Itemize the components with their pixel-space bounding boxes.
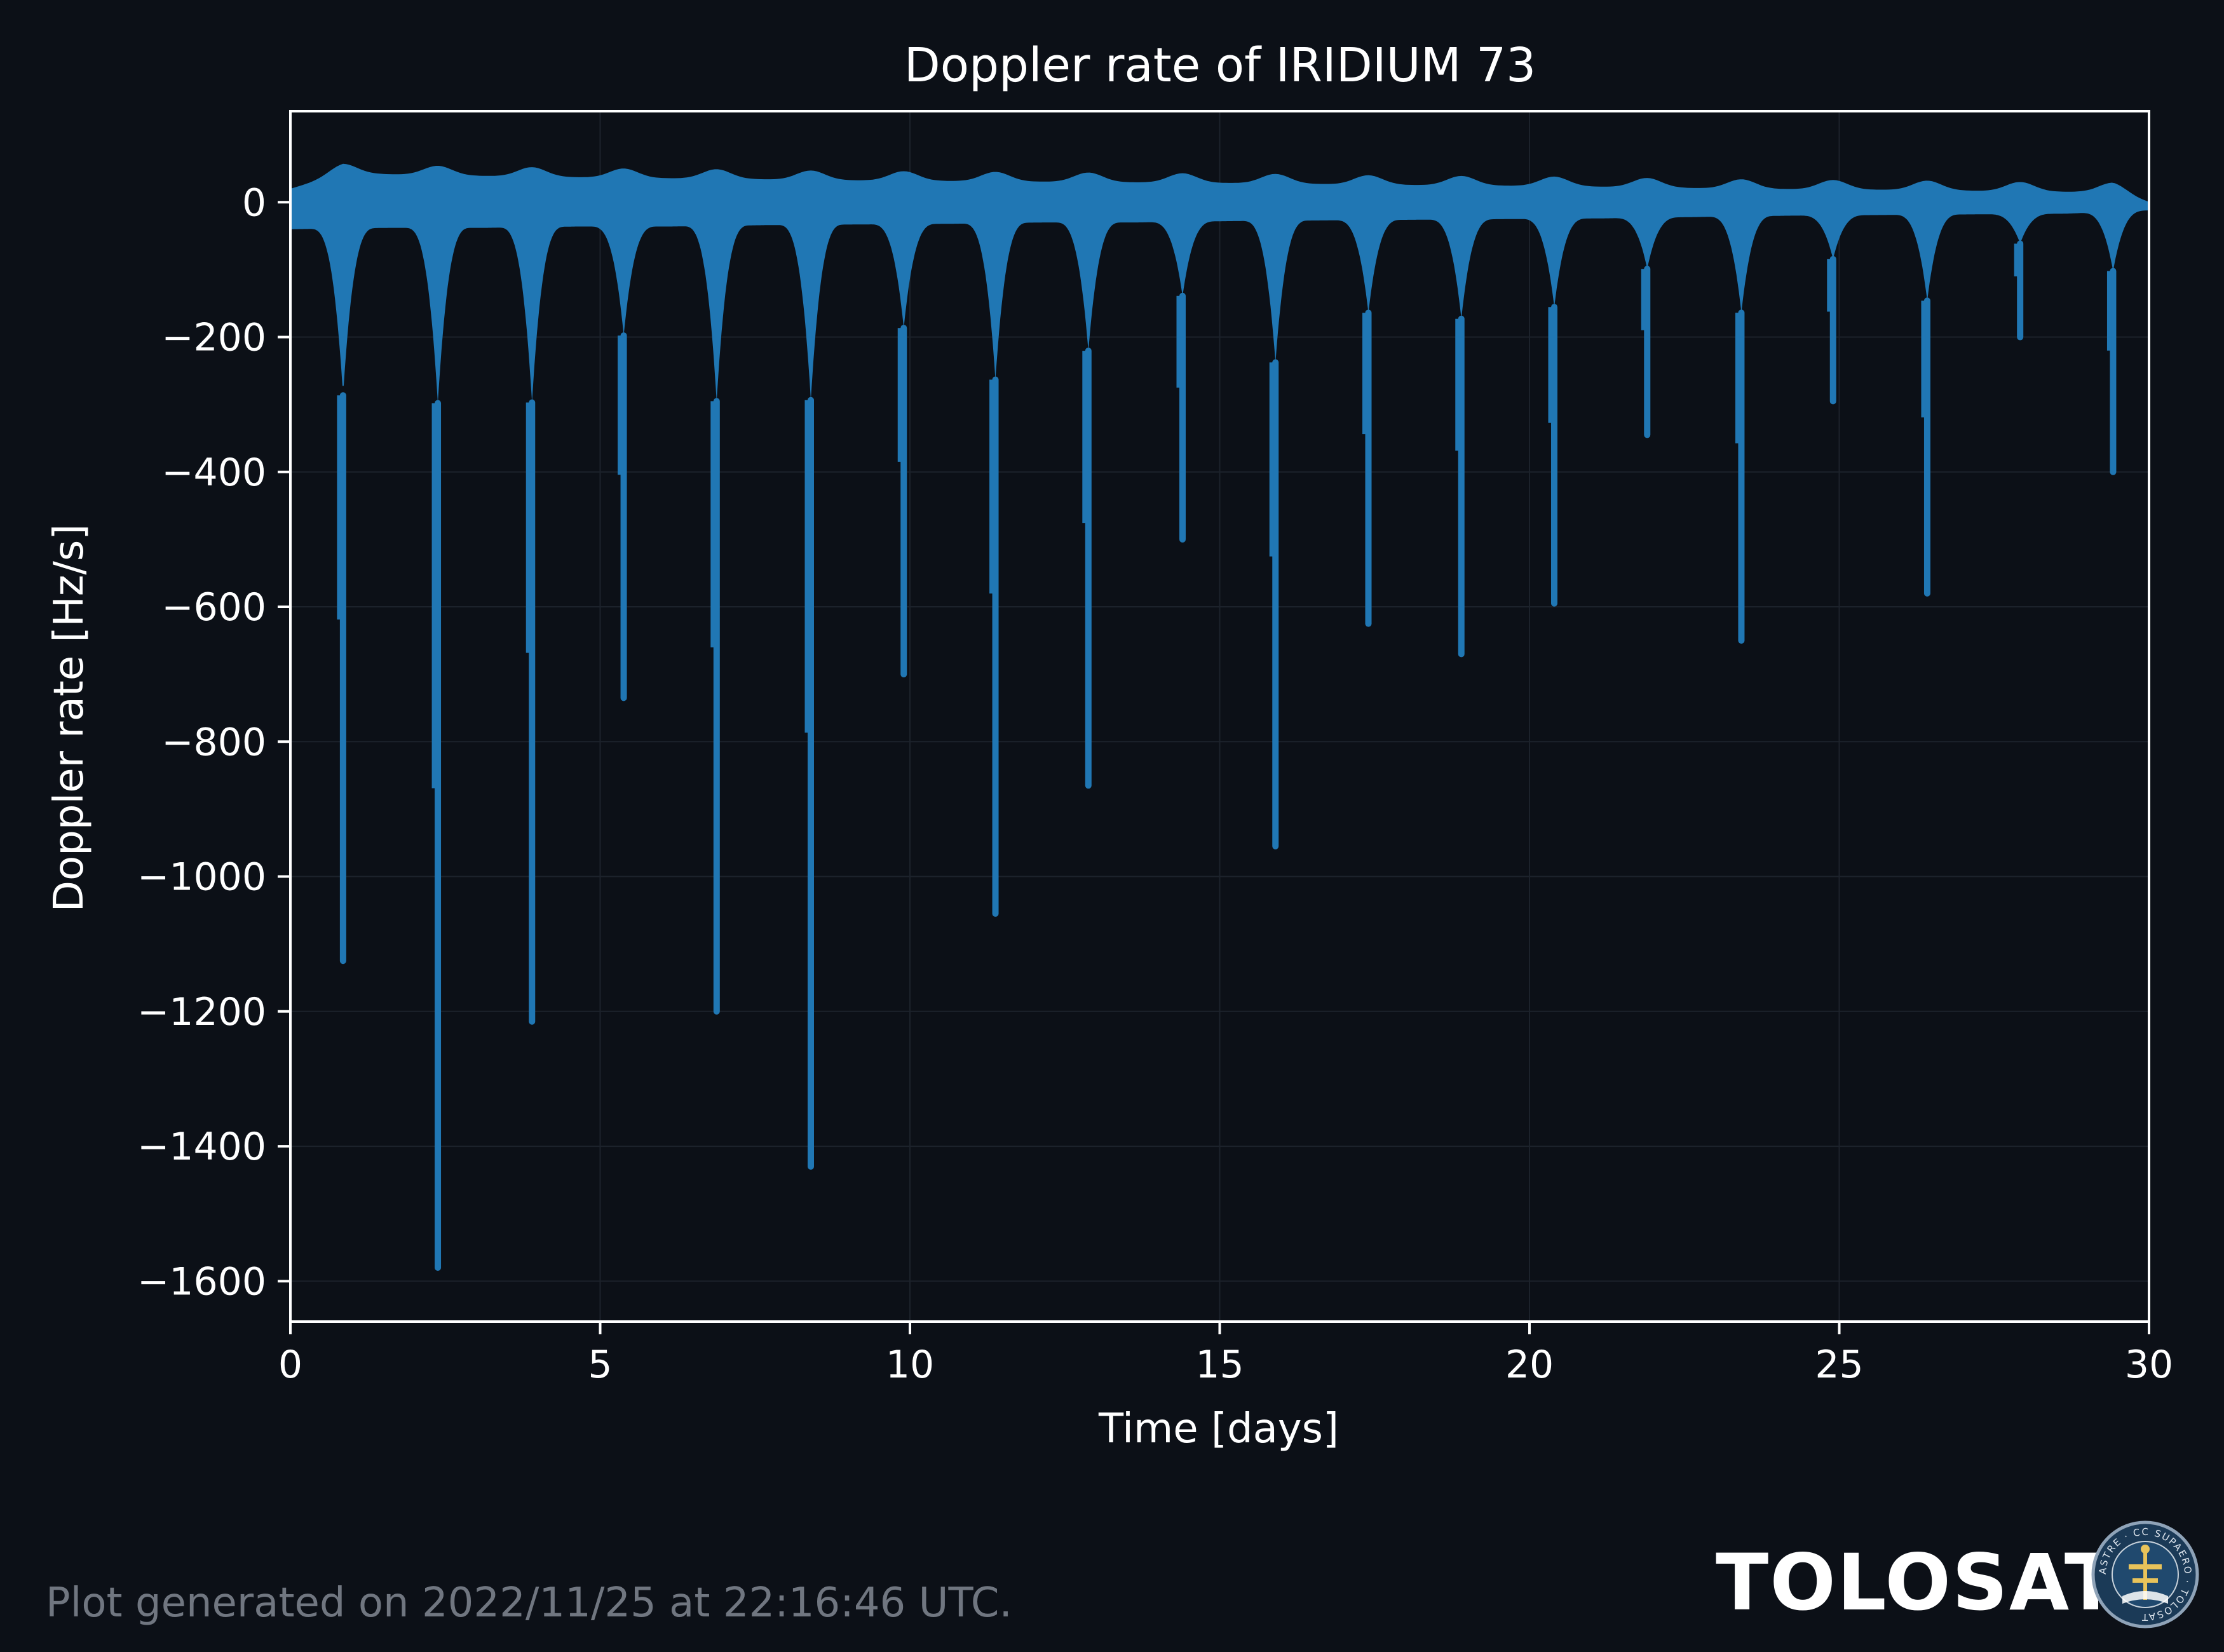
doppler-rate-series <box>290 163 2149 1271</box>
y-tick-label: −400 <box>161 450 266 495</box>
y-tick-label: −1400 <box>137 1125 266 1169</box>
x-tick-label: 30 <box>2125 1343 2173 1387</box>
x-tick-label: 10 <box>886 1343 934 1387</box>
x-tick-label: 0 <box>278 1343 302 1387</box>
x-axis-ticks: 0 5 10 15 20 25 30 <box>278 1322 2173 1387</box>
x-tick-label: 25 <box>1815 1343 1863 1387</box>
y-tick-label: −1000 <box>137 855 266 900</box>
y-tick-label: 0 <box>242 180 266 225</box>
tolosat-brand-name: TOLOSAT <box>1716 1538 2119 1628</box>
x-axis-label: Time [days] <box>1098 1405 1339 1452</box>
plot-generated-timestamp: Plot generated on 2022/11/25 at 22:16:46… <box>46 1580 1012 1627</box>
x-tick-label: 5 <box>588 1343 612 1387</box>
y-tick-label: −1200 <box>137 990 266 1034</box>
y-tick-label: −200 <box>161 316 266 360</box>
tolosat-seal-logo: ASTRE · CC SUPAERO · TOLOSAT <box>2091 1520 2199 1628</box>
y-axis-label: Doppler rate [Hz/s] <box>46 524 93 912</box>
y-axis-ticks: 0 −200 −400 −600 −800 −1000 −1200 −1400 −1600 <box>137 180 290 1304</box>
y-tick-label: −600 <box>161 585 266 630</box>
x-tick-label: 20 <box>1505 1343 1554 1387</box>
x-tick-label: 15 <box>1195 1343 1244 1387</box>
y-tick-label: −800 <box>161 720 266 764</box>
chart-title: Doppler rate of IRIDIUM 73 <box>904 38 1536 93</box>
y-tick-label: −1600 <box>137 1259 266 1304</box>
doppler-rate-band <box>290 163 2149 403</box>
grid-lines <box>290 111 2150 1322</box>
